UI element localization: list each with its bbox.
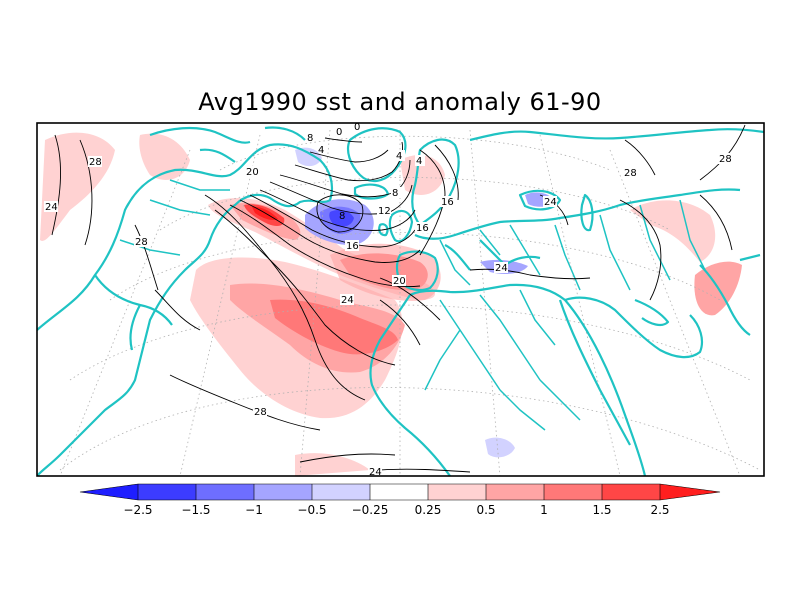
anomaly-region-north-sea <box>400 155 445 195</box>
anomaly-shading-negative <box>295 147 555 458</box>
coast-gulf-mexico <box>94 274 173 351</box>
colorbar-bin <box>486 484 544 500</box>
anomaly-region-cold-pool-core <box>329 210 354 227</box>
coast-iberia <box>395 250 439 292</box>
coast-arabia <box>564 296 704 359</box>
contour-label: 24 <box>369 467 382 478</box>
colorbar-bin <box>428 484 486 500</box>
map-frame <box>36 122 765 477</box>
coast-caspian <box>580 193 594 232</box>
coast-scandinavia <box>411 138 460 227</box>
colorbar-bin <box>312 484 370 500</box>
colorbar-bin <box>196 484 254 500</box>
colorbar-label: −2.5 <box>123 503 152 517</box>
map-area: 28 24 28 20 8 4 0 0 4 4 8 8 12 16 16 <box>37 122 764 478</box>
anomaly-region-north-pacific <box>40 132 115 241</box>
colorbar-label: 1 <box>540 503 548 517</box>
contour-label: 16 <box>441 197 454 208</box>
coast-greenland <box>346 127 407 183</box>
contour-label: 20 <box>246 167 259 178</box>
colorbar-label: 2.5 <box>650 503 669 517</box>
coast-india <box>699 253 761 336</box>
anomaly-region-subtropical-core <box>270 299 398 355</box>
contour-label: 16 <box>416 223 429 234</box>
coast-africa <box>369 283 647 476</box>
contour-label: 12 <box>378 206 391 217</box>
contour-label: 20 <box>393 276 406 287</box>
anomaly-region-hudson <box>295 147 322 167</box>
map-title: Avg1990 sst and anomaly 61-90 <box>198 88 602 116</box>
contour-label: 28 <box>719 154 732 165</box>
colorbar-label: 0.5 <box>476 503 495 517</box>
country-borders <box>119 179 706 431</box>
colorbar-arrow-min <box>80 484 138 500</box>
colorbar-bin <box>544 484 602 500</box>
coast-red-sea <box>558 299 631 446</box>
colorbar-bin <box>602 484 660 500</box>
anomaly-region-pacific-tropics <box>295 453 370 476</box>
sst-contours <box>51 124 746 473</box>
contour-label: 4 <box>416 156 422 167</box>
contour-label: 0 <box>336 127 342 138</box>
colorbar-label: −0.5 <box>297 503 326 517</box>
contour-label: 4 <box>318 145 324 156</box>
colorbar-label: −1.5 <box>181 503 210 517</box>
colorbar-bin <box>370 484 428 500</box>
contour-label: 4 <box>396 151 402 162</box>
contour-label: 28 <box>624 168 637 179</box>
coastlines <box>37 126 764 476</box>
coast-europe-mainland <box>414 188 741 240</box>
contour-label: 8 <box>392 188 398 199</box>
colorbar-bin <box>254 484 312 500</box>
coast-black-sea <box>518 189 562 211</box>
colorbar-label: −0.25 <box>352 503 389 517</box>
contour-label: 28 <box>254 407 267 418</box>
coast-british-isles <box>378 209 414 243</box>
colorbar-arrow-max <box>660 484 720 500</box>
coast-persian-gulf <box>634 298 670 327</box>
coast-arctic-islands <box>149 126 306 163</box>
colorbar-label: 1.5 <box>592 503 611 517</box>
colorbar-label: −1 <box>245 503 263 517</box>
coast-asia-north <box>469 128 764 142</box>
contour-label: 28 <box>135 237 148 248</box>
anomaly-region-red-sea <box>485 437 515 458</box>
contour-label: 8 <box>307 133 313 144</box>
contour-label: 0 <box>354 122 360 133</box>
contour-label: 24 <box>341 295 354 306</box>
contour-label: 8 <box>339 211 345 222</box>
colorbar-label: 0.25 <box>415 503 442 517</box>
contour-label: 16 <box>346 241 359 252</box>
coast-north-america <box>37 143 334 476</box>
anomaly-region-indian-ocean <box>630 200 716 262</box>
contour-label: 28 <box>89 157 102 168</box>
colorbar-bin <box>138 484 196 500</box>
colorbar: −2.5 −1.5 −1 −0.5 −0.25 0.25 0.5 1 1.5 2… <box>79 483 721 517</box>
contour-labels: 28 24 28 20 8 4 0 0 4 4 8 8 12 16 16 <box>44 122 732 478</box>
anomaly-region-labrador <box>139 133 190 180</box>
graticule <box>59 129 761 476</box>
contour-label: 24 <box>495 263 508 274</box>
contour-label: 24 <box>45 202 58 213</box>
contour-label: 24 <box>544 197 557 208</box>
